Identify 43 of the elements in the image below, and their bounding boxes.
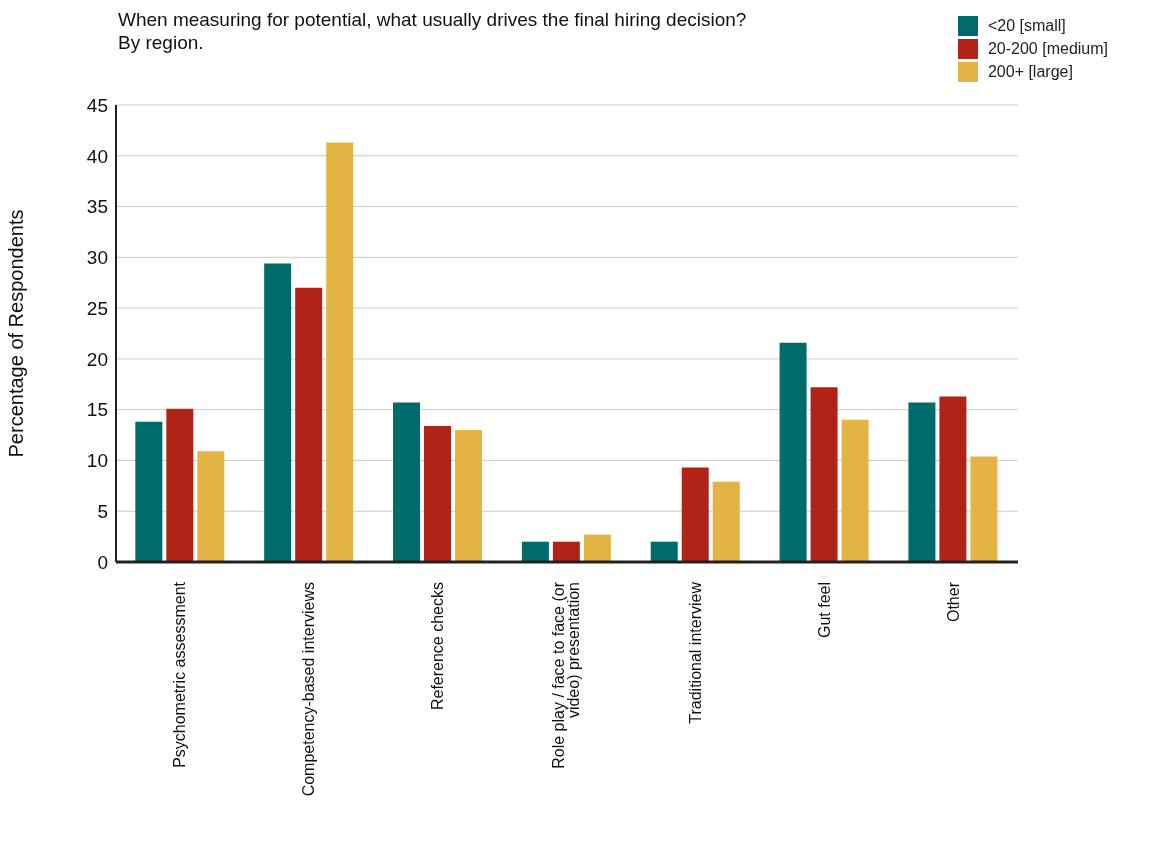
y-tick-label: 20: [86, 348, 108, 370]
bar: [681, 467, 709, 562]
bar: [552, 541, 580, 562]
y-tick-label: 10: [86, 450, 108, 472]
x-tick-label: Psychometric assessment: [171, 581, 189, 768]
bar: [197, 451, 225, 562]
bar: [135, 421, 163, 562]
x-tick-label: Reference checks: [429, 582, 447, 711]
bar: [779, 342, 807, 562]
bar: [908, 402, 936, 562]
bar: [583, 534, 611, 562]
y-tick-label: 35: [86, 196, 108, 218]
bar: [650, 541, 678, 562]
bar: [295, 287, 323, 562]
x-tick-label: Other: [944, 581, 962, 623]
y-tick-label: 0: [97, 551, 108, 573]
legend-label: 200+ [large]: [987, 62, 1073, 81]
chart-title: When measuring for potential, what usually drives the final hiring decision? By region.: [118, 8, 747, 54]
y-tick-label: 5: [97, 500, 108, 522]
y-tick-label: 40: [86, 145, 108, 167]
bar: [166, 408, 194, 562]
y-tick-label: 30: [86, 247, 108, 269]
x-tick-label: Gut feel: [815, 582, 833, 639]
x-tick-label: Role play / face to face (or video) presentation: [550, 581, 583, 769]
bar: [841, 419, 869, 562]
bar: [810, 387, 838, 562]
x-tick-label: Traditional interview: [686, 581, 704, 724]
bar: [521, 541, 549, 562]
y-tick-label: 15: [86, 399, 108, 421]
bar: [424, 425, 452, 562]
legend-label: 20-200 [medium]: [987, 39, 1108, 58]
x-tick-label: Competency-based interviews: [300, 582, 318, 797]
bar: [939, 396, 967, 562]
bar: [326, 142, 354, 562]
y-tick-label: 25: [86, 297, 108, 319]
legend-label: <20 [small]: [987, 16, 1066, 35]
bar: [455, 429, 483, 562]
bar: [970, 456, 998, 562]
bar: [264, 263, 292, 562]
bar: [712, 481, 740, 562]
y-tick-label: 45: [86, 94, 108, 116]
y-axis-title: Percentage of Respondents: [5, 209, 28, 458]
bar: [393, 402, 421, 562]
